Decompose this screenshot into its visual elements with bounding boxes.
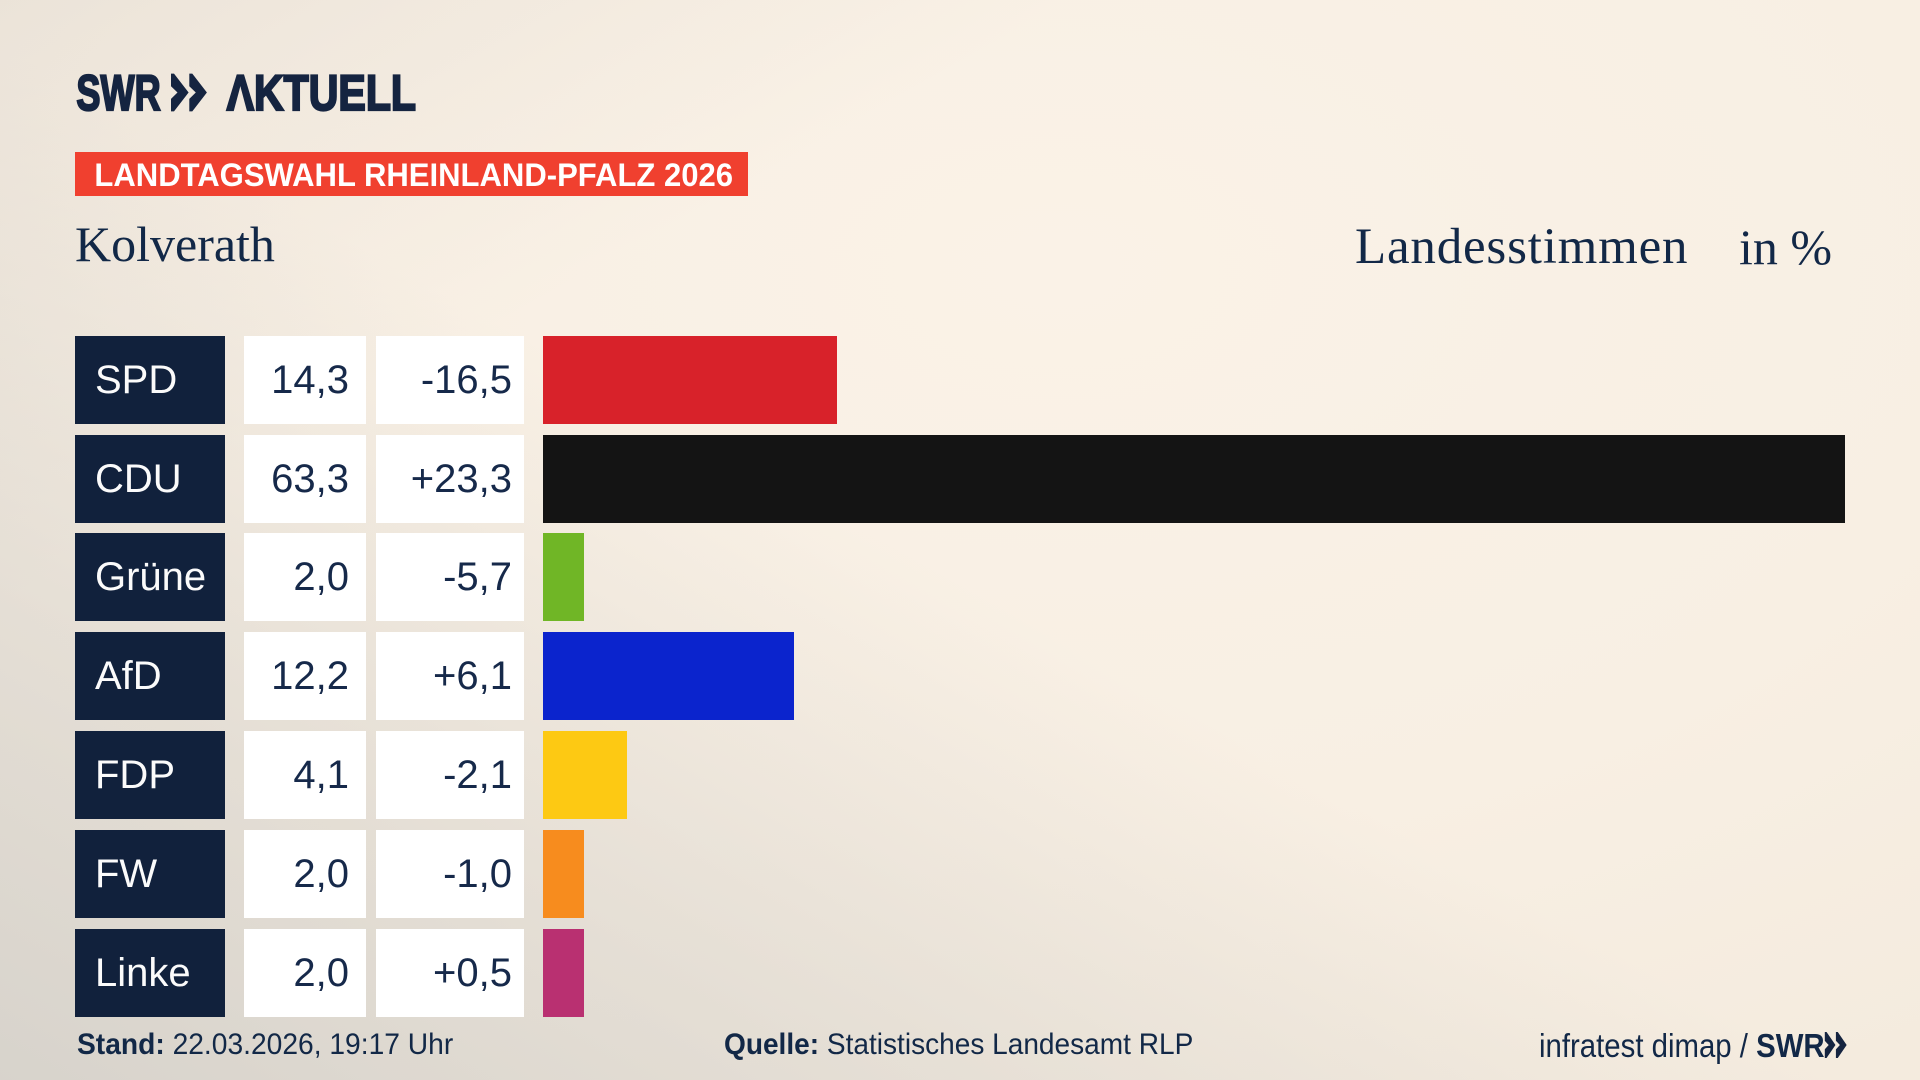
svg-text:ΛKTUELL: ΛKTUELL (227, 68, 416, 118)
svg-text:SWR: SWR (76, 68, 160, 118)
